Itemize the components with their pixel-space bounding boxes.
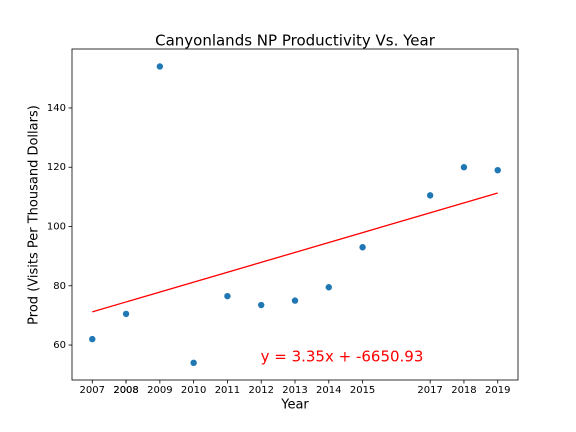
x-tick-label: 2009 bbox=[147, 385, 172, 396]
data-point bbox=[122, 310, 130, 318]
y-tick-label: 120 bbox=[47, 162, 66, 173]
data-point bbox=[460, 164, 468, 171]
x-tick-label: 2008 bbox=[113, 385, 138, 396]
y-axis-label: Prod (Visits Per Thousand Dollars) bbox=[27, 105, 42, 325]
data-point bbox=[258, 301, 265, 309]
y-tick-label: 60 bbox=[53, 340, 66, 351]
x-tick-label: 2008 bbox=[113, 385, 138, 396]
x-tick-label: 2015 bbox=[350, 385, 375, 396]
data-point bbox=[325, 284, 332, 291]
y-tick-label: 80 bbox=[53, 281, 66, 292]
data-point bbox=[190, 359, 197, 367]
data-point bbox=[426, 192, 434, 199]
x-axis-label: Year bbox=[280, 398, 309, 413]
data-point bbox=[89, 335, 96, 343]
x-tick-label: 2012 bbox=[248, 385, 273, 396]
x-tick-label: 2019 bbox=[485, 385, 510, 396]
x-tick-label: 2014 bbox=[316, 385, 341, 396]
x-tick-label: 2013 bbox=[282, 385, 307, 396]
y-tick-label: 100 bbox=[47, 222, 66, 233]
annotation: y = 3.35x + -6650.93 bbox=[261, 348, 424, 366]
plot-frame bbox=[71, 48, 519, 381]
x-tick-label: 2011 bbox=[215, 385, 240, 396]
data-point bbox=[494, 166, 501, 174]
data-point bbox=[156, 63, 164, 70]
y-tick-label: 140 bbox=[47, 103, 66, 114]
data-point bbox=[224, 292, 231, 300]
x-tick-label: 2010 bbox=[181, 385, 206, 396]
x-tick-label: 2017 bbox=[417, 385, 442, 396]
fit-line bbox=[92, 192, 498, 313]
x-tick-label: 2007 bbox=[80, 385, 105, 396]
chart-title: Canyonlands NP Productivity Vs. Year bbox=[155, 32, 436, 50]
data-point bbox=[359, 244, 366, 251]
data-point bbox=[291, 297, 299, 304]
x-tick-label: 2018 bbox=[451, 385, 476, 396]
